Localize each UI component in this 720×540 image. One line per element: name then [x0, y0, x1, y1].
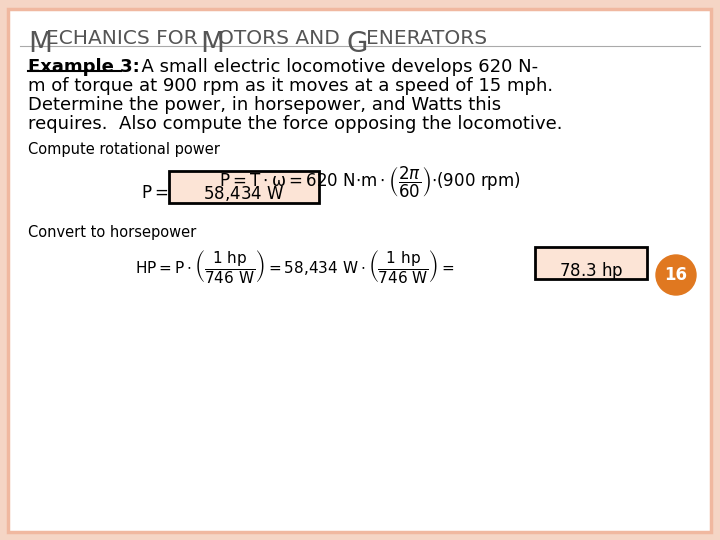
Text: Example 3:: Example 3: — [28, 58, 140, 76]
Text: M: M — [200, 30, 224, 58]
Text: OTORS AND: OTORS AND — [218, 29, 346, 48]
FancyBboxPatch shape — [169, 171, 319, 203]
Text: Determine the power, in horsepower, and Watts this: Determine the power, in horsepower, and … — [28, 96, 501, 114]
Text: A small electric locomotive develops 620 N-: A small electric locomotive develops 620… — [130, 58, 538, 76]
Text: $\mathrm{P = T \cdot \omega = 620\ N{\cdot}m \cdot}\left(\dfrac{2\pi}{60}\right): $\mathrm{P = T \cdot \omega = 620\ N{\cd… — [219, 165, 521, 200]
Text: $\mathrm{P =}$: $\mathrm{P =}$ — [140, 184, 168, 202]
Circle shape — [656, 255, 696, 295]
Text: ECHANICS FOR: ECHANICS FOR — [46, 29, 204, 48]
Text: $\mathrm{58{,}434\ W}$: $\mathrm{58{,}434\ W}$ — [203, 184, 284, 203]
Text: $\mathrm{HP = P \cdot}\left(\dfrac{\mathrm{1\ hp}}{\mathrm{746\ W}}\right)\mathr: $\mathrm{HP = P \cdot}\left(\dfrac{\math… — [135, 248, 455, 285]
Text: M: M — [28, 30, 52, 58]
Text: ENERATORS: ENERATORS — [366, 29, 487, 48]
FancyBboxPatch shape — [8, 9, 711, 532]
Text: m of torque at 900 rpm as it moves at a speed of 15 mph.: m of torque at 900 rpm as it moves at a … — [28, 77, 553, 95]
Text: Compute rotational power: Compute rotational power — [28, 142, 220, 157]
Text: 16: 16 — [665, 266, 688, 284]
Text: G: G — [347, 30, 369, 58]
FancyBboxPatch shape — [535, 247, 647, 279]
Text: requires.  Also compute the force opposing the locomotive.: requires. Also compute the force opposin… — [28, 115, 562, 133]
Text: $\mathrm{78.3\ hp}$: $\mathrm{78.3\ hp}$ — [559, 260, 624, 282]
Text: Convert to horsepower: Convert to horsepower — [28, 225, 197, 240]
